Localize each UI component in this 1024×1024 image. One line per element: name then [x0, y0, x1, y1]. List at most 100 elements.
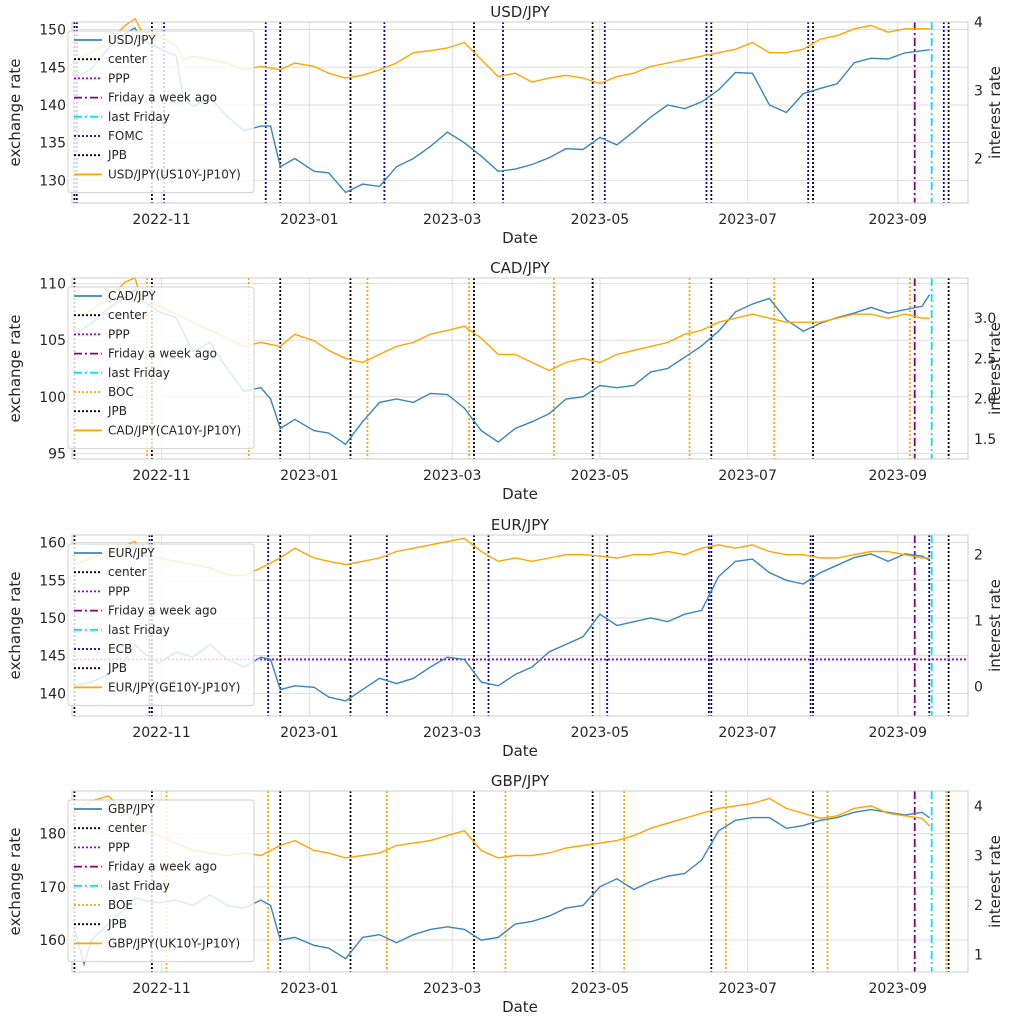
fx-point [768, 104, 771, 106]
y-tick-label: 135 [39, 136, 66, 152]
fx-point [463, 142, 465, 144]
rate-point [582, 844, 584, 847]
fx-point [684, 613, 686, 615]
fx-point [412, 401, 415, 404]
rate-point [853, 28, 855, 30]
fx-point [313, 170, 315, 172]
x-tick-label: 2023-01 [280, 725, 339, 741]
rate-point [463, 537, 465, 539]
fx-point [928, 559, 930, 561]
fx-point [599, 886, 601, 888]
legend-box [67, 799, 255, 963]
fx-point [531, 666, 533, 668]
rate-point [279, 345, 281, 347]
rate-point [928, 28, 930, 30]
y2-tick-label: 1 [974, 614, 983, 630]
x-tick-label: 2023-05 [571, 468, 630, 484]
rate-point [378, 69, 381, 71]
legend: USD/JPY center PPP Friday a week ago last Fr… [67, 30, 255, 194]
subplot-title: USD/JPY [490, 3, 550, 21]
legend-box [67, 30, 255, 194]
legend-label: last Friday [108, 879, 170, 893]
legend-label: USD/JPY [108, 33, 156, 47]
rate-point [887, 31, 889, 33]
fx-point [361, 936, 364, 938]
rate-point [928, 557, 930, 559]
subplot-title: CAD/JPY [490, 259, 550, 277]
rate-point [599, 361, 601, 364]
fx-point [650, 371, 652, 373]
rate-point [701, 547, 703, 549]
fx-point [565, 643, 567, 645]
rate-point [378, 852, 381, 854]
rate-point [870, 550, 872, 553]
legend-label: last Friday [108, 110, 170, 124]
rate-point [361, 854, 364, 857]
rate-point [497, 353, 499, 356]
rate-point [853, 807, 855, 809]
fx-point [802, 330, 804, 332]
rate-point [650, 345, 652, 347]
rate-point [565, 847, 567, 849]
rate-point [260, 567, 262, 569]
fx-point [734, 311, 737, 313]
fx-point [378, 677, 381, 679]
fx-point [361, 183, 364, 185]
fx-point [802, 93, 804, 95]
x-tick-label: 2023-01 [280, 981, 339, 997]
rate-point [599, 82, 601, 85]
fx-point [717, 830, 720, 832]
fx-point [751, 817, 754, 819]
legend: GBP/JPY center PPP Friday a week ago last Fr… [67, 799, 255, 963]
rate-point [313, 340, 315, 342]
rate-point [514, 557, 516, 559]
rate-point [378, 353, 381, 356]
rate-point [345, 357, 347, 360]
fx-point [870, 306, 872, 309]
fx-point [785, 827, 787, 829]
fx-point [870, 57, 872, 59]
fx-point [497, 441, 499, 443]
rate-point [446, 329, 448, 331]
fx-point [279, 427, 281, 430]
fx-point [395, 942, 398, 944]
fx-point [853, 811, 855, 813]
rate-point [684, 58, 686, 61]
rate-point [887, 550, 889, 553]
fx-point [667, 104, 669, 106]
fx-point [361, 689, 364, 691]
fx-point [429, 392, 431, 394]
fx-point [836, 83, 838, 85]
fx-point [667, 367, 669, 370]
rate-point [565, 554, 567, 556]
fx-point [480, 681, 482, 683]
rate-point [514, 72, 516, 74]
rate-point [395, 345, 398, 347]
y-tick-label: 160 [39, 933, 66, 949]
y-tick-label: 95 [48, 446, 66, 462]
legend-label: EUR/JPY [108, 546, 155, 560]
rate-point [768, 797, 771, 800]
fx-point [785, 111, 787, 114]
fx-point [802, 583, 804, 585]
fx-point [819, 322, 821, 324]
fx-point [480, 155, 482, 157]
rate-point [279, 557, 281, 559]
fx-point [279, 939, 281, 941]
fx-point [378, 934, 381, 936]
legend-label: JPB [107, 917, 127, 931]
rate-point [124, 281, 126, 283]
fx-point [294, 157, 296, 160]
fx-point [717, 575, 720, 578]
fx-point [446, 131, 448, 133]
y-tick-label: 140 [39, 98, 66, 114]
fx-point [565, 398, 567, 400]
x-tick-label: 2023-09 [869, 468, 928, 484]
fx-point [294, 936, 296, 938]
fx-point [616, 878, 618, 880]
rate-point [836, 557, 838, 559]
rate-point [802, 321, 804, 323]
rate-point [345, 564, 347, 566]
legend-label: CAD/JPY(CA10Y-JP10Y) [108, 423, 241, 437]
fx-point [345, 700, 347, 702]
